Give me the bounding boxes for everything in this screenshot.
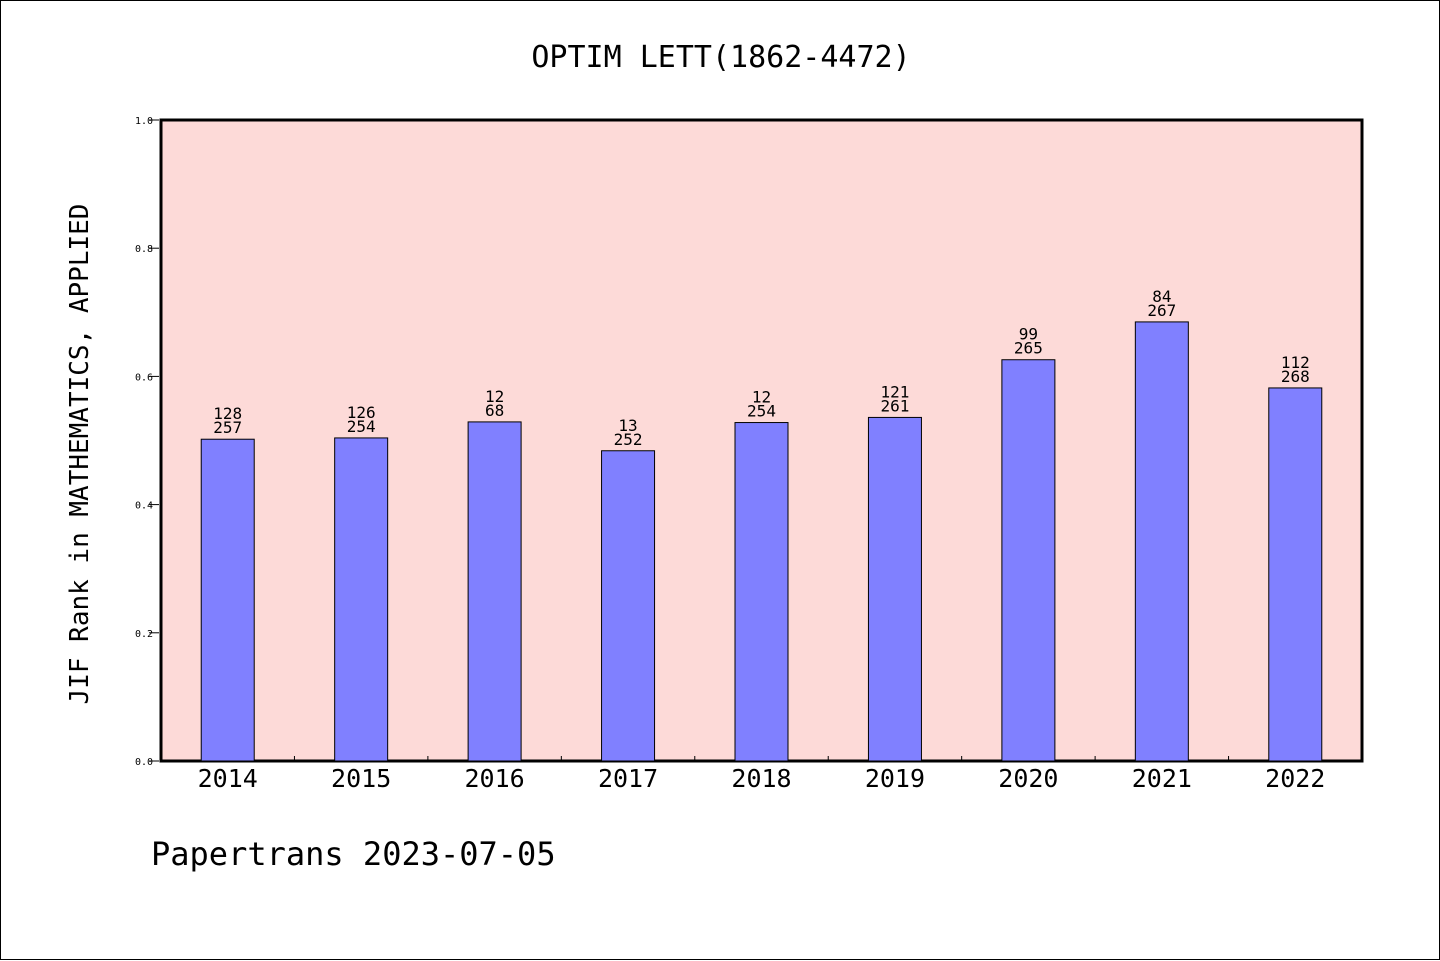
footer-text: Papertrans 2023-07-05 — [151, 835, 556, 873]
x-tick-label: 2017 — [598, 764, 658, 793]
y-axis-label: JIF Rank in MATHEMATICS, APPLIED — [65, 204, 95, 705]
bar-label-rank: 99 — [1019, 325, 1038, 344]
x-tick-label: 2016 — [465, 764, 525, 793]
bar — [734, 422, 789, 762]
bar — [1001, 359, 1056, 762]
bar-label-total: 261 — [880, 396, 909, 415]
x-tick-label: 2019 — [865, 764, 925, 793]
x-tick-label: 2015 — [331, 764, 391, 793]
bar-label-total: 267 — [1147, 301, 1176, 320]
y-tick-label: 0.2 — [135, 629, 153, 640]
y-axis-ticks: 0.0 0.2 0.4 0.6 0.8 1.0 — [135, 116, 159, 768]
bar-label-rank: 12 — [485, 387, 504, 406]
bar — [467, 421, 522, 762]
x-tick-label: 2021 — [1132, 764, 1192, 793]
bar-label-total: 254 — [747, 402, 776, 421]
y-tick-label: 0.8 — [135, 244, 153, 255]
bar — [867, 416, 922, 762]
y-tick-label: 0.0 — [135, 757, 153, 768]
bar-label-total: 268 — [1281, 367, 1310, 386]
bar-label-total: 254 — [347, 417, 376, 436]
bar — [334, 437, 389, 762]
bar — [1268, 387, 1323, 762]
bar-series: 1282571262541268132521225412126199265842… — [200, 287, 1323, 762]
bar-label-total: 257 — [213, 418, 242, 437]
y-tick-label: 0.6 — [135, 372, 153, 383]
x-tick-label: 2020 — [998, 764, 1058, 793]
bar-label-rank: 12 — [752, 388, 771, 407]
y-tick-label: 0.4 — [135, 501, 153, 512]
bar-label-total: 68 — [485, 401, 504, 420]
bar-label-total: 265 — [1014, 339, 1043, 358]
bar-label-rank: 121 — [880, 382, 909, 401]
chart-title: OPTIM LETT(1862-4472) — [531, 40, 910, 75]
bar — [200, 438, 255, 762]
bar-label-total: 252 — [614, 430, 643, 449]
x-tick-label: 2022 — [1265, 764, 1325, 793]
bar-label-rank: 128 — [213, 404, 242, 423]
y-tick-label: 1.0 — [135, 116, 153, 127]
x-tick-label: 2018 — [731, 764, 791, 793]
bar — [1134, 321, 1189, 762]
bar — [601, 450, 656, 762]
x-axis-ticks: 2014 2015 2016 2017 2018 2019 2020 2021 2022 — [198, 756, 1325, 793]
bar-label-rank: 112 — [1281, 353, 1310, 372]
bar-label-rank: 84 — [1152, 287, 1171, 306]
bar-label-rank: 126 — [347, 403, 376, 422]
x-tick-label: 2014 — [198, 764, 258, 793]
bar-label-rank: 13 — [618, 416, 637, 435]
